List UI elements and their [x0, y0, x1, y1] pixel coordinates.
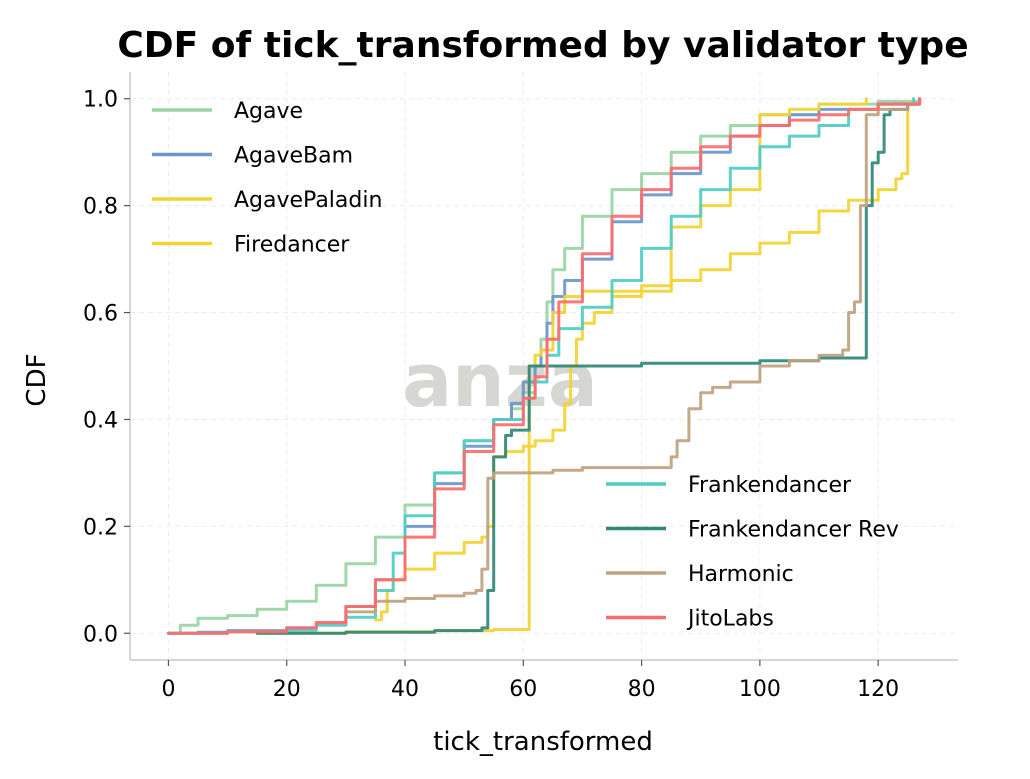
legend-bottom-right: Frankendancer Frankendancer Rev Harmonic Ji… — [606, 473, 899, 632]
watermark: anza — [402, 338, 598, 424]
legend-label-firedancer: Firedancer — [234, 233, 350, 258]
y-tick-label: 0.0 — [83, 622, 118, 647]
series-lines — [166, 97, 922, 635]
x-tick-label: 100 — [739, 677, 781, 702]
y-tick-label: 0.4 — [83, 408, 118, 433]
x-tick-label: 120 — [857, 677, 899, 702]
legend-label-agavebam: AgaveBam — [234, 144, 353, 169]
series-line-frankendancer-rev — [255, 97, 922, 635]
y-axis-label: CDF — [22, 353, 52, 406]
x-tick-label: 60 — [509, 677, 537, 702]
series-line-harmonic — [314, 97, 922, 625]
x-axis-label: tick_transformed — [433, 727, 653, 757]
y-tick-label: 0.6 — [83, 302, 118, 327]
y-tick-label: 1.0 — [83, 88, 118, 113]
x-tick-label: 80 — [628, 677, 656, 702]
tick-marks: 0 20 40 60 80 100 120 0.0 0.2 0.4 0.6 0.8 1.0 — [83, 88, 899, 702]
x-tick-label: 40 — [391, 677, 419, 702]
y-tick-label: 0.8 — [83, 195, 118, 220]
legend-label-agave: Agave — [234, 99, 303, 124]
legend-label-agavepaladin: AgavePaladin — [234, 188, 382, 213]
axes-spines — [129, 72, 958, 661]
chart-title: CDF of tick_transformed by validator typ… — [117, 25, 968, 66]
y-tick-label: 0.2 — [83, 515, 118, 540]
x-tick-label: 20 — [273, 677, 301, 702]
legend-label-frankendancer: Frankendancer — [688, 473, 852, 498]
legend-label-harmonic: Harmonic — [688, 562, 794, 587]
legend-label-jitolabs: JitoLabs — [686, 607, 774, 632]
legends: Agave AgaveBam AgavePaladin Firedancer Frank… — [152, 99, 899, 632]
x-tick-label: 0 — [161, 677, 175, 702]
legend-label-frankendancer-rev: Frankendancer Rev — [688, 518, 899, 543]
legend-top-left: Agave AgaveBam AgavePaladin Firedancer — [152, 99, 382, 258]
series-line-jitolabs — [166, 97, 922, 635]
